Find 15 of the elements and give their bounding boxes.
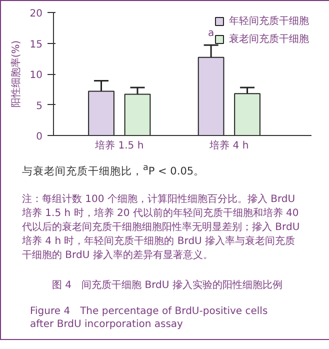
y-axis-title: 阳性细胞率(%) <box>10 40 22 108</box>
text: 与衰老间充质干细胞比，$^{a}$P < 0.05。 <box>22 162 205 178</box>
legend-label: 衰老间充质干细胞 <box>229 32 309 46</box>
text: Figure 4 The percentage of BrdU-positive cells after BrdU incorporation assay <box>30 304 269 331</box>
annotation: a <box>208 28 214 40</box>
y-tick-label: 20 <box>30 8 43 20</box>
x-tick-label: 培养 1.5 h <box>94 140 144 152</box>
legend-label: 年轻间充质干细胞 <box>229 14 309 28</box>
text: 图 4 间充质干细胞 BrdU 摻入实验的阳性细胞比例 <box>52 278 282 292</box>
y-tick-label: 5 <box>36 100 43 112</box>
y-tick-label: 15 <box>30 39 43 50</box>
text: 注：每组计数 100 个细胞，计算阳性细胞百分比。摻入 BrdU 培养 1.5 h 时，培养 20 代以前的年轻间充质干细胞和培养 40 代以后的衰老间充质干细胞细胞阳性率无明显差别；摻入 BrdU 培养 4 h 时，年轻间充质干细胞的 BrdU 摻入率与衰老间充质干细胞的 BrdU 摻入率的差异有显著意义。 <box>22 192 301 262</box>
x-tick-label: 培养 4 h <box>208 140 249 152</box>
y-tick-label: 0 <box>36 132 43 142</box>
y-tick-label: 10 <box>30 70 43 81</box>
